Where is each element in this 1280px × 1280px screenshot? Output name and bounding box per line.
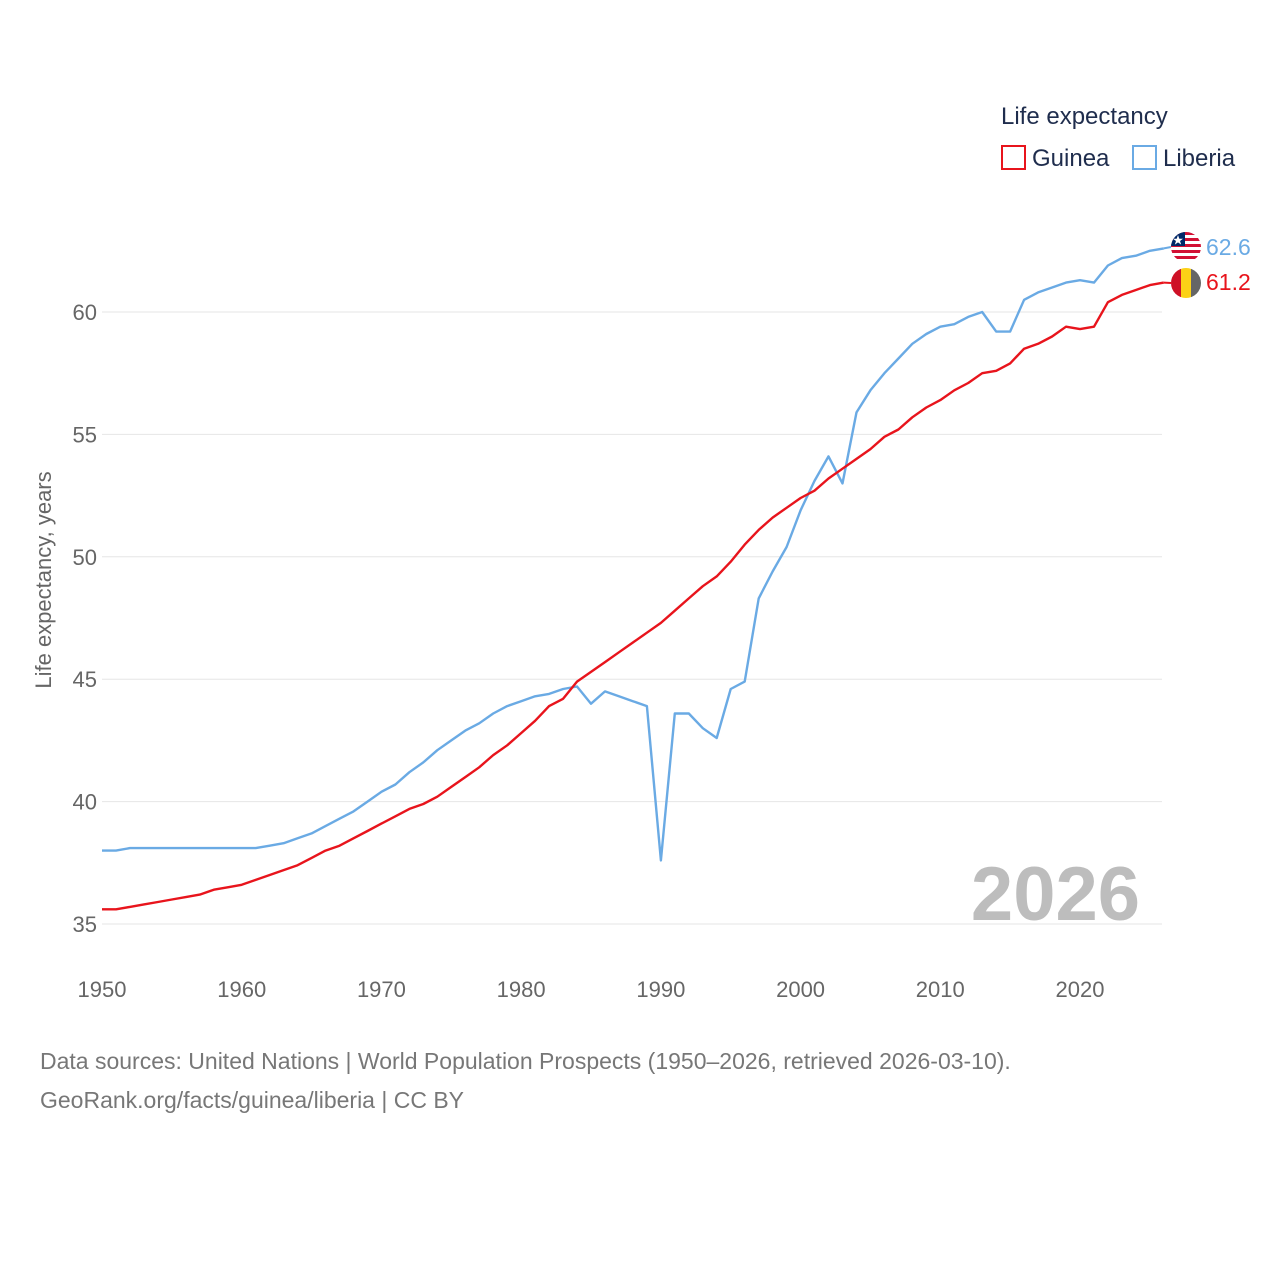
year-label: 2026: [971, 852, 1140, 937]
y-axis-label: Life expectancy, years: [31, 471, 56, 688]
legend-item-guinea[interactable]: Guinea: [1001, 145, 1110, 172]
y-tick-label: 55: [73, 422, 97, 447]
x-tick-label: 1970: [357, 977, 406, 1002]
y-tick-label: 45: [73, 667, 97, 692]
y-tick-label: 60: [73, 300, 97, 325]
source-note: Data sources: United Nations | World Pop…: [40, 1042, 1240, 1120]
legend-swatch-guinea: [1001, 145, 1026, 170]
y-tick-label: 40: [73, 790, 97, 815]
legend: Life expectancy Guinea Liberia: [1001, 103, 1236, 172]
x-tick-label: 2020: [1056, 977, 1105, 1002]
series-line-guinea[interactable]: [102, 281, 1165, 911]
x-axis: 1950 1960 1970 1980 1990 2000 2010 2020: [78, 977, 1105, 1002]
y-axis: 35 40 45 50 55 60: [73, 300, 97, 937]
gridlines: [102, 311, 1162, 925]
legend-label-guinea: Guinea: [1032, 145, 1110, 172]
y-tick-label: 50: [73, 545, 97, 570]
end-value-liberia: 62.6: [1206, 234, 1251, 260]
x-tick-label: 1960: [217, 977, 266, 1002]
legend-label-liberia: Liberia: [1163, 145, 1236, 172]
x-tick-label: 1950: [78, 977, 127, 1002]
y-tick-label: 35: [73, 912, 97, 937]
legend-item-liberia[interactable]: Liberia: [1132, 145, 1236, 172]
end-connector-liberia: [1163, 246, 1172, 250]
guinea-flag-icon: [1171, 268, 1201, 298]
x-tick-label: 2010: [916, 977, 965, 1002]
end-value-guinea: 61.2: [1206, 269, 1251, 295]
end-markers: [1163, 246, 1172, 284]
x-tick-label: 1990: [636, 977, 685, 1002]
liberia-flag-icon: [1171, 232, 1201, 262]
legend-swatch-liberia: [1132, 145, 1157, 170]
series-line-liberia[interactable]: [102, 247, 1165, 862]
series-lines: [102, 247, 1165, 911]
x-tick-label: 2000: [776, 977, 825, 1002]
line-chart: 35 40 45 50 55 60 1950 1960 1970 1980 1990 2000 201…: [31, 103, 1251, 1002]
legend-title: Life expectancy: [1001, 103, 1168, 130]
x-tick-label: 1980: [497, 977, 546, 1002]
source-line-2[interactable]: GeoRank.org/facts/guinea/liberia | CC BY: [40, 1087, 465, 1113]
source-line-1: Data sources: United Nations | World Pop…: [40, 1048, 1011, 1074]
